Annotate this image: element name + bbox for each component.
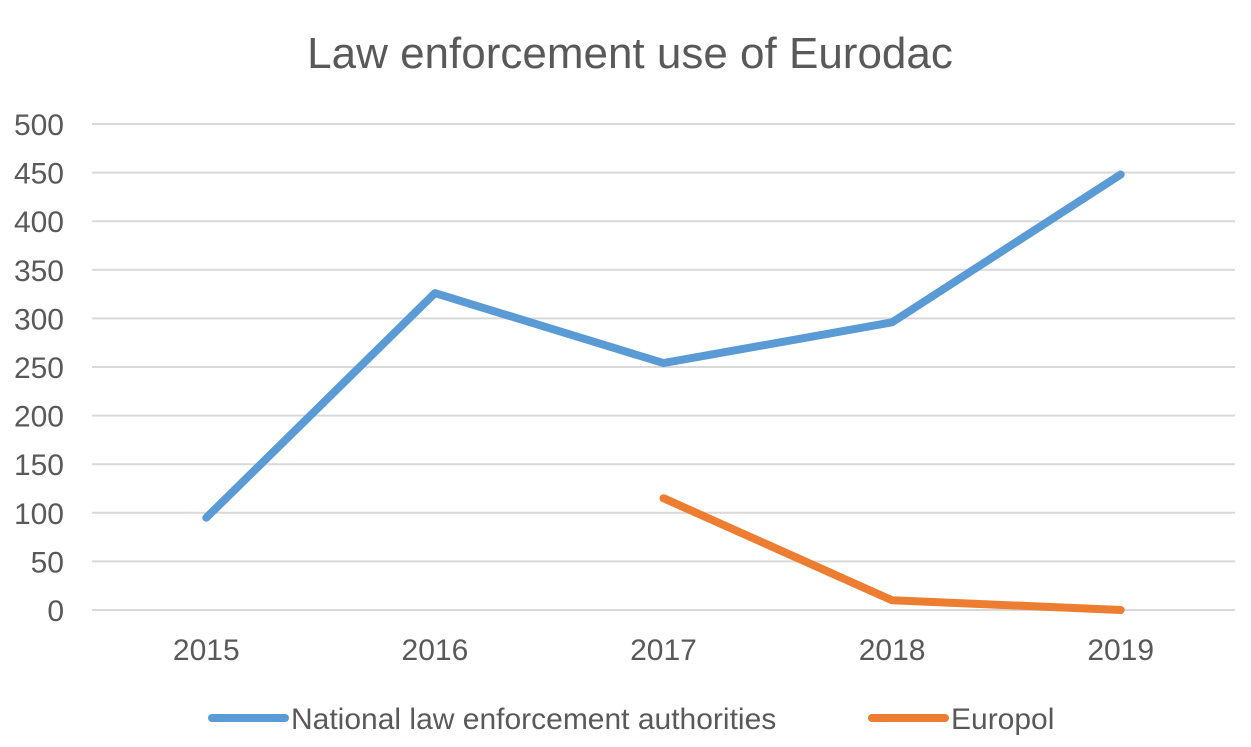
x-tick-label: 2015	[173, 634, 240, 667]
y-tick-label: 350	[14, 255, 64, 288]
y-tick-label: 150	[14, 449, 64, 482]
series-line-1	[202, 170, 1125, 522]
y-tick-label: 400	[14, 206, 64, 239]
y-tick-label: 100	[14, 498, 64, 531]
x-axis-tick-labels: 2015 2016 2017 2018 2019	[173, 634, 1154, 667]
series-lines	[202, 170, 1125, 614]
y-tick-label: 450	[14, 158, 64, 191]
legend: National law enforcement authorities Euro…	[208, 703, 1054, 736]
series-line-2	[659, 494, 1125, 614]
x-tick-label: 2019	[1087, 634, 1154, 667]
y-axis-tick-labels: 0 50 100 150 200 250 300 350 400 450 500	[14, 109, 64, 628]
y-tick-label: 500	[14, 109, 64, 142]
x-tick-label: 2017	[630, 634, 697, 667]
legend-label: Europol	[951, 703, 1054, 736]
y-tick-label: 200	[14, 401, 64, 434]
x-tick-label: 2016	[402, 634, 469, 667]
y-tick-label: 250	[14, 352, 64, 385]
y-tick-label: 0	[47, 595, 64, 628]
y-tick-label: 50	[31, 546, 64, 579]
legend-label: National law enforcement authorities	[291, 703, 776, 736]
chart-title: Law enforcement use of Eurodac	[307, 29, 953, 78]
x-tick-label: 2018	[859, 634, 926, 667]
y-tick-label: 300	[14, 303, 64, 336]
